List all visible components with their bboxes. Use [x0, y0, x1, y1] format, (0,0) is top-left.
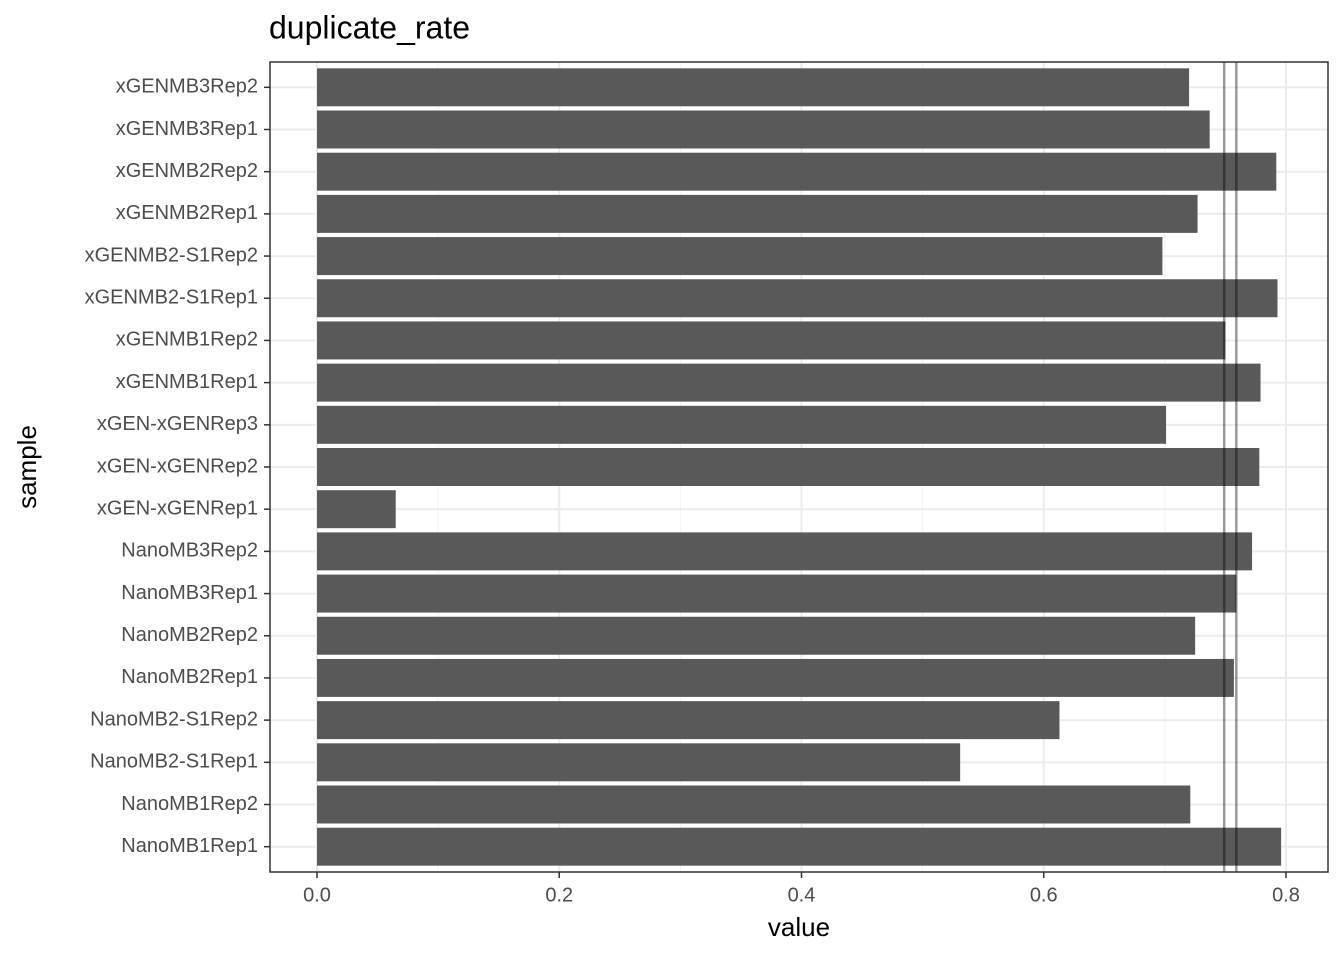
x-tick-label: 0.2 — [545, 884, 573, 906]
y-axis-title: sample — [12, 425, 42, 509]
bar — [316, 616, 1196, 655]
x-tick-label: 0.8 — [1272, 884, 1300, 906]
y-tick-label: NanoMB2Rep1 — [121, 666, 258, 688]
x-tick-label: 0.4 — [788, 884, 816, 906]
bar — [316, 237, 1163, 276]
panel-border — [269, 61, 1329, 873]
y-tick-label: NanoMB2-S1Rep2 — [90, 708, 258, 730]
y-tick-label: NanoMB3Rep1 — [121, 582, 258, 604]
bar — [316, 110, 1210, 149]
bar — [316, 321, 1226, 360]
bar — [316, 279, 1278, 318]
y-tick-label: xGENMB1Rep2 — [116, 329, 258, 351]
y-tick-label: xGENMB2-S1Rep2 — [85, 244, 258, 266]
y-tick-label: xGENMB3Rep1 — [116, 118, 258, 140]
chart-title: duplicate_rate — [269, 9, 470, 45]
bar — [316, 448, 1260, 486]
x-tick-label: 0.0 — [303, 884, 331, 906]
bar — [316, 658, 1234, 697]
bar — [316, 574, 1237, 613]
y-tick-label: xGENMB2-S1Rep1 — [85, 287, 258, 309]
bar — [316, 701, 1060, 740]
y-tick-label: xGENMB2Rep1 — [116, 202, 258, 224]
y-tick-label: xGEN-xGENRep2 — [97, 455, 258, 477]
bar — [316, 405, 1167, 444]
bar — [316, 363, 1261, 402]
bar — [316, 532, 1253, 571]
bar — [316, 68, 1190, 107]
y-tick-label: xGEN-xGENRep1 — [97, 497, 258, 519]
x-axis-title: value — [768, 912, 830, 942]
x-tick-label: 0.6 — [1030, 884, 1058, 906]
y-tick-label: NanoMB1Rep2 — [121, 793, 258, 815]
y-tick-label: xGENMB2Rep2 — [116, 160, 258, 182]
y-tick-label: xGENMB1Rep1 — [116, 371, 258, 393]
bar — [316, 194, 1198, 233]
bar — [316, 785, 1191, 824]
bar — [316, 743, 961, 782]
y-tick-label: NanoMB1Rep1 — [121, 835, 258, 857]
y-tick-label: xGENMB3Rep2 — [116, 76, 258, 98]
bar — [316, 827, 1282, 866]
bar — [316, 152, 1277, 191]
y-tick-label: NanoMB2-S1Rep1 — [90, 751, 258, 773]
bar — [316, 490, 396, 529]
y-tick-label: NanoMB3Rep2 — [121, 540, 258, 562]
y-tick-label: NanoMB2Rep2 — [121, 624, 258, 646]
y-tick-label: xGEN-xGENRep3 — [97, 413, 258, 435]
